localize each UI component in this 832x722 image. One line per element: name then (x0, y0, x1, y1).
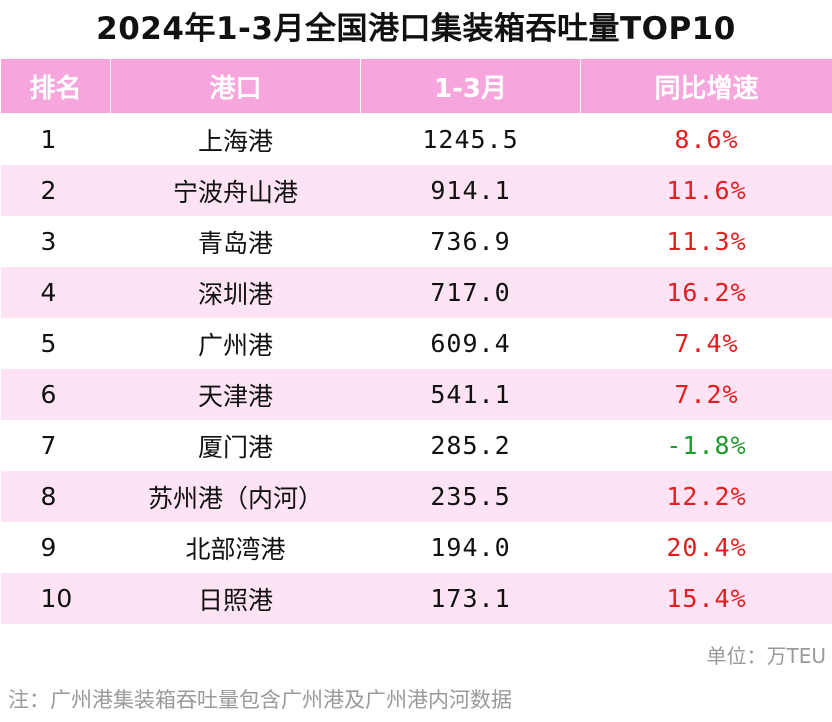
footnote: 注：广州港集装箱吞吐量包含广州港及广州港内河数据 (8, 688, 512, 712)
value-cell: 914.1 (360, 165, 581, 216)
rank-cell: 3 (0, 216, 111, 267)
table-row: 5 广州港 609.4 7.4% (0, 318, 832, 369)
port-cell: 天津港 (110, 369, 361, 420)
yoy-cell: -1.8% (580, 420, 832, 471)
value-cell: 541.1 (360, 369, 581, 420)
header-row: 排名 港口 1-3月 同比增速 (0, 58, 832, 114)
rank-cell: 2 (0, 165, 111, 216)
value-cell: 173.1 (360, 573, 581, 624)
unit-label: 单位：万TEU (706, 644, 827, 668)
yoy-cell: 7.2% (580, 369, 832, 420)
table-body: 1 上海港 1245.5 8.6% 2 宁波舟山港 914.1 11.6% 3 青岛港 736.9 1… (0, 113, 832, 624)
yoy-cell: 8.6% (580, 113, 832, 165)
port-cell: 日照港 (110, 573, 361, 624)
port-cell: 苏州港（内河） (110, 471, 361, 522)
table-row: 7 厦门港 285.2 -1.8% (0, 420, 832, 471)
header-rank: 排名 (0, 58, 111, 114)
chart-title: 2024年1-3月全国港口集装箱吞吐量TOP10 (96, 11, 736, 47)
rank-cell: 7 (0, 420, 111, 471)
value-cell: 1245.5 (360, 113, 581, 165)
yoy-cell: 11.6% (580, 165, 832, 216)
rank-cell: 10 (0, 573, 111, 624)
value-cell: 717.0 (360, 267, 581, 318)
rank-cell: 9 (0, 522, 111, 573)
yoy-cell: 7.4% (580, 318, 832, 369)
yoy-cell: 11.3% (580, 216, 832, 267)
value-cell: 285.2 (360, 420, 581, 471)
table-row: 3 青岛港 736.9 11.3% (0, 216, 832, 267)
header-value: 1-3月 (360, 58, 581, 114)
port-cell: 青岛港 (110, 216, 361, 267)
ranking-table: 排名 港口 1-3月 同比增速 1 上海港 1245.5 8.6% 2 宁波舟山港 914.… (0, 58, 832, 624)
rank-cell: 5 (0, 318, 111, 369)
port-cell: 厦门港 (110, 420, 361, 471)
table-row: 1 上海港 1245.5 8.6% (0, 113, 832, 165)
yoy-cell: 16.2% (580, 267, 832, 318)
rank-cell: 1 (0, 113, 111, 165)
value-cell: 736.9 (360, 216, 581, 267)
rank-cell: 4 (0, 267, 111, 318)
yoy-cell: 20.4% (580, 522, 832, 573)
header-port: 港口 (110, 58, 361, 114)
table-row: 10 日照港 173.1 15.4% (0, 573, 832, 624)
table-row: 6 天津港 541.1 7.2% (0, 369, 832, 420)
port-cell: 深圳港 (110, 267, 361, 318)
value-cell: 194.0 (360, 522, 581, 573)
rank-cell: 6 (0, 369, 111, 420)
rank-cell: 8 (0, 471, 111, 522)
header-yoy: 同比增速 (580, 58, 832, 114)
table-row: 9 北部湾港 194.0 20.4% (0, 522, 832, 573)
value-cell: 609.4 (360, 318, 581, 369)
port-cell: 上海港 (110, 113, 361, 165)
yoy-cell: 15.4% (580, 573, 832, 624)
table-row: 2 宁波舟山港 914.1 11.6% (0, 165, 832, 216)
port-cell: 宁波舟山港 (110, 165, 361, 216)
value-cell: 235.5 (360, 471, 581, 522)
yoy-cell: 12.2% (580, 471, 832, 522)
table-row: 4 深圳港 717.0 16.2% (0, 267, 832, 318)
port-cell: 北部湾港 (110, 522, 361, 573)
table-row: 8 苏州港（内河） 235.5 12.2% (0, 471, 832, 522)
port-cell: 广州港 (110, 318, 361, 369)
